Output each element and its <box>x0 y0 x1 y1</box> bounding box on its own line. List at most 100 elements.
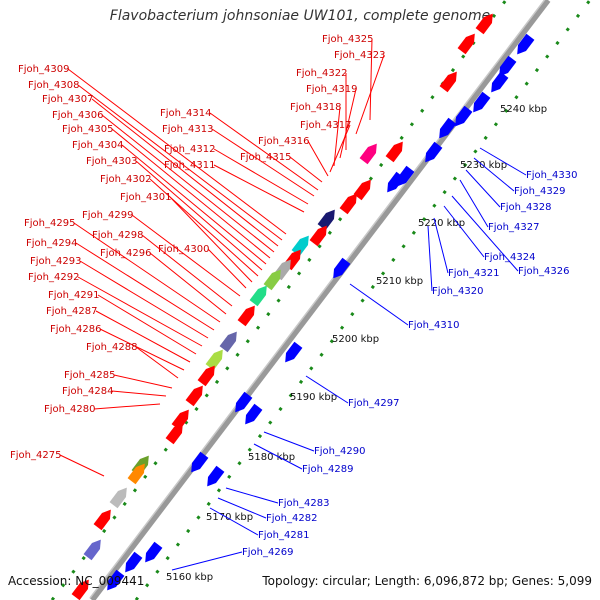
forward-label-leader <box>113 374 173 389</box>
reverse-label-leader <box>263 431 315 452</box>
reverse-gene-arrow <box>517 33 535 55</box>
tick-row-lower <box>134 0 592 600</box>
forward-gene-arrow <box>439 71 457 93</box>
forward-gene-label: Fjoh_4307 <box>42 94 93 105</box>
forward-label-leader <box>97 294 197 355</box>
forward-gene-label: Fjoh_4293 <box>30 256 81 267</box>
reverse-gene-label: Fjoh_4283 <box>278 498 329 509</box>
forward-gene-label: Fjoh_4287 <box>46 306 97 317</box>
forward-gene-arrow <box>457 33 475 55</box>
forward-label-leader <box>77 276 203 347</box>
reverse-gene-label: Fjoh_4324 <box>484 252 535 263</box>
reverse-gene-arrow <box>235 391 253 413</box>
forward-gene-arrow <box>339 193 357 215</box>
reverse-gene-arrow <box>491 71 509 93</box>
scale-label: 5170 kbp <box>206 512 253 523</box>
reverse-label-leader <box>473 157 515 192</box>
forward-label-leader <box>333 106 341 167</box>
forward-gene-label: Fjoh_4313 <box>162 124 213 135</box>
forward-gene-label: Fjoh_4291 <box>48 290 99 301</box>
forward-label-leader <box>211 128 315 197</box>
forward-gene-label: Fjoh_4288 <box>86 342 137 353</box>
forward-gene-label: Fjoh_4296 <box>100 248 151 259</box>
reverse-gene-label: Fjoh_4329 <box>514 186 565 197</box>
reverse-gene-arrow <box>191 451 209 473</box>
genome-backbone-highlight <box>89 0 546 599</box>
forward-label-leader <box>149 178 259 277</box>
forward-label-leader <box>307 140 329 177</box>
forward-label-leader <box>101 114 275 253</box>
forward-gene-arrow <box>165 423 183 445</box>
reverse-gene-label: Fjoh_4327 <box>488 222 539 233</box>
forward-gene-label: Fjoh_4280 <box>44 404 95 415</box>
forward-gene-label: Fjoh_4308 <box>28 80 79 91</box>
forward-gene-arrow <box>219 331 237 353</box>
reverse-gene-label: Fjoh_4321 <box>448 268 499 279</box>
forward-gene-label: Fjoh_4322 <box>296 68 347 79</box>
reverse-gene-label: Fjoh_4297 <box>348 398 399 409</box>
forward-gene-label: Fjoh_4312 <box>164 144 215 155</box>
reverse-label-leader <box>171 551 243 571</box>
forward-gene-label: Fjoh_4318 <box>290 102 341 113</box>
reverse-gene-arrow <box>439 117 457 139</box>
reverse-gene-arrow <box>473 91 491 113</box>
forward-gene-arrow <box>205 349 223 371</box>
reverse-gene-arrow <box>107 569 125 591</box>
forward-gene-arrow <box>475 13 493 35</box>
reverse-label-leader <box>465 169 501 208</box>
forward-label-leader <box>111 390 167 397</box>
reverse-gene-arrow <box>207 465 225 487</box>
forward-label-leader <box>355 54 385 135</box>
scale-label: 5220 kbp <box>418 218 465 229</box>
forward-gene-label: Fjoh_4305 <box>62 124 113 135</box>
forward-gene-label: Fjoh_4316 <box>258 136 309 147</box>
forward-gene-arrow <box>263 269 281 291</box>
tick-row-upper <box>50 0 508 600</box>
forward-label-leader <box>141 234 233 307</box>
forward-gene-arrow <box>171 409 189 431</box>
forward-gene-label: Fjoh_4304 <box>72 140 123 151</box>
scale-label: 5160 kbp <box>166 572 213 583</box>
forward-label-leader <box>73 222 221 323</box>
forward-label-leader <box>95 310 191 363</box>
reverse-label-leader <box>433 217 449 274</box>
forward-gene-arrow <box>83 539 101 561</box>
forward-label-leader <box>209 112 319 191</box>
reverse-gene-arrow <box>425 141 443 163</box>
accession-text: Accession: NC_009441 <box>8 574 145 588</box>
scale-label: 5190 kbp <box>290 392 337 403</box>
reverse-gene-arrow <box>125 551 143 573</box>
forward-label-leader <box>135 160 263 271</box>
topology-text: Topology: circular; Length: 6,096,872 bp… <box>262 574 592 588</box>
genome-backbone <box>89 0 551 600</box>
reverse-gene-label: Fjoh_4290 <box>314 446 365 457</box>
reverse-label-leader <box>253 443 303 470</box>
forward-gene-label: Fjoh_4286 <box>50 324 101 335</box>
forward-gene-arrow <box>359 143 377 165</box>
forward-label-leader <box>67 68 287 235</box>
forward-label-leader <box>369 38 373 121</box>
forward-gene-label: Fjoh_4317 <box>300 120 351 131</box>
reverse-gene-label: Fjoh_4320 <box>432 286 483 297</box>
scale-label: 5200 kbp <box>332 334 379 345</box>
reverse-label-leader <box>443 205 485 258</box>
reverse-label-leader <box>349 283 409 326</box>
scale-label: 5210 kbp <box>376 276 423 287</box>
forward-gene-arrow <box>185 385 203 407</box>
forward-label-leader <box>121 144 267 265</box>
forward-gene-arrow <box>385 141 403 163</box>
reverse-gene-label: Fjoh_4282 <box>266 513 317 524</box>
forward-gene-label: Fjoh_4295 <box>24 218 75 229</box>
forward-label-leader <box>339 88 357 159</box>
forward-gene-label: Fjoh_4294 <box>26 238 77 249</box>
reverse-label-leader <box>427 225 433 292</box>
reverse-gene-label: Fjoh_4289 <box>302 464 353 475</box>
forward-gene-label: Fjoh_4315 <box>240 152 291 163</box>
forward-gene-arrow <box>309 225 327 247</box>
forward-gene-label: Fjoh_4301 <box>120 192 171 203</box>
scale-label: 5240 kbp <box>500 104 547 115</box>
forward-gene-label: Fjoh_4311 <box>164 160 215 171</box>
forward-gene-label: Fjoh_4303 <box>86 156 137 167</box>
reverse-label-leader <box>459 179 489 228</box>
